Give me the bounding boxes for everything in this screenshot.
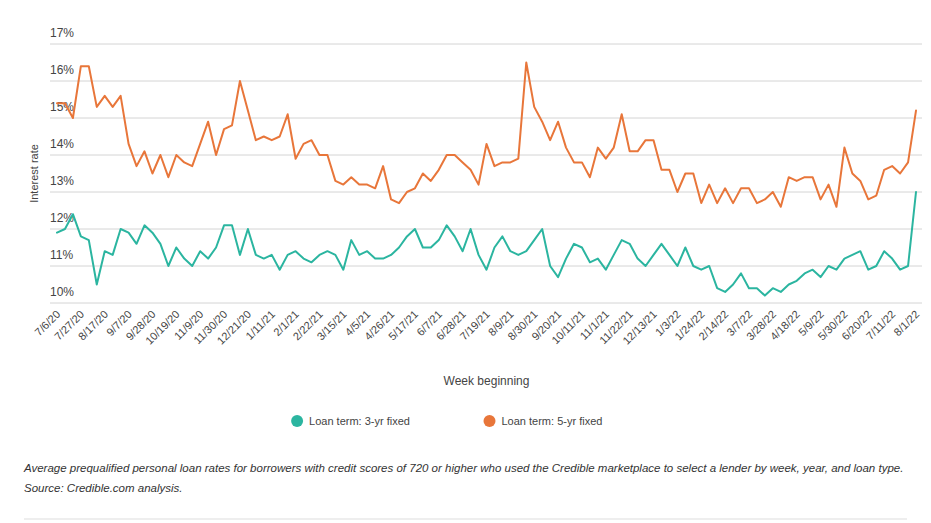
legend-swatch	[291, 415, 303, 427]
chart: 10%11%12%13%14%15%16%17%Interest rate7/6…	[0, 0, 931, 523]
grid-line	[50, 303, 922, 304]
legend-swatch	[484, 415, 496, 427]
legend-label: Loan term: 3-yr fixed	[309, 415, 410, 427]
grid-line	[50, 81, 922, 82]
plot-area	[57, 63, 916, 296]
x-tick-label: 1/11/21	[243, 308, 277, 342]
x-tick-label: 7/19/21	[457, 308, 491, 342]
caption: Average prequalified personal loan rates…	[24, 458, 904, 498]
separator	[24, 519, 907, 520]
grid-line	[50, 118, 922, 119]
y-tick-label: 14%	[50, 137, 74, 151]
grid-line	[50, 155, 922, 156]
y-tick-label: 11%	[50, 248, 73, 262]
x-tick-label: 8/1/22	[891, 308, 921, 338]
grid-line	[50, 192, 922, 193]
legend-label: Loan term: 5-yr fixed	[502, 415, 603, 427]
x-tick-label: 7/11/22	[864, 308, 898, 342]
legend: Loan term: 3-yr fixed Loan term: 5-yr fix…	[291, 415, 602, 427]
x-tick-label: 12/13/21	[620, 308, 659, 347]
y-tick-label: 10%	[50, 285, 74, 299]
x-axis-label: Week beginning	[444, 374, 530, 388]
x-tick-label: 12/21/20	[215, 308, 254, 347]
y-axis-label: Interest rate	[28, 144, 40, 203]
grid-line	[50, 266, 922, 267]
y-tick-label: 13%	[50, 174, 74, 188]
x-tick-label: 8/17/20	[76, 308, 110, 342]
grid-line	[50, 44, 922, 45]
x-tick-label: 3/15/21	[314, 308, 348, 342]
x-tick-label: 10/11/21	[549, 308, 587, 346]
x-tick-label: 10/19/20	[143, 308, 182, 347]
x-tick-label: 2/14/22	[696, 308, 730, 342]
series-line	[57, 63, 916, 207]
series-line	[57, 192, 916, 296]
y-tick-label: 16%	[50, 63, 74, 77]
grid-line	[50, 229, 922, 230]
x-tick-label: 5/17/21	[386, 308, 420, 342]
y-tick-label: 17%	[50, 26, 74, 40]
x-tick-label: 4/18/22	[768, 308, 802, 342]
